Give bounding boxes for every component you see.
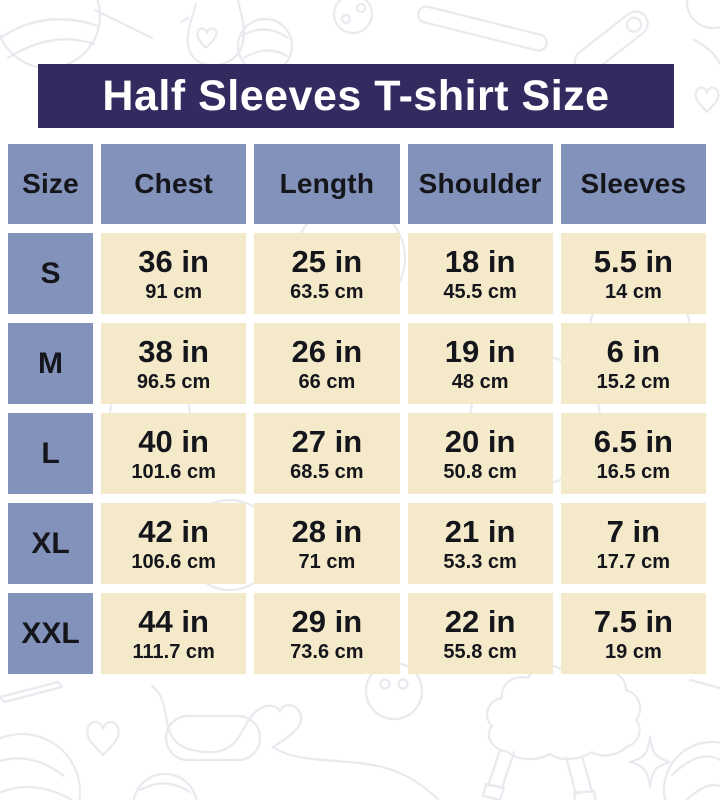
value-cm: 17.7 cm bbox=[596, 550, 671, 573]
sparkle-icon bbox=[628, 735, 672, 789]
size-cell-xxl: XXL bbox=[8, 593, 93, 674]
measurement-cell: 25 in 63.5 cm bbox=[254, 233, 400, 314]
measurement-cell: 7 in 17.7 cm bbox=[560, 503, 706, 584]
measurement-cell: 40 in 101.6 cm bbox=[101, 413, 247, 494]
knitting-needle-icon bbox=[417, 5, 548, 52]
value-inches: 5.5 in bbox=[593, 243, 673, 279]
column-header-shoulder: Shoulder bbox=[407, 144, 553, 224]
page-title: Half Sleeves T-shirt Size bbox=[38, 64, 674, 128]
sheep-icon bbox=[481, 662, 642, 800]
button-icon bbox=[685, 0, 720, 30]
value-inches: 25 in bbox=[291, 243, 363, 279]
measurement-cell: 20 in 50.8 cm bbox=[407, 413, 553, 494]
measurement-cell: 22 in 55.8 cm bbox=[407, 593, 553, 674]
button-icon bbox=[332, 0, 374, 35]
value-cm: 45.5 cm bbox=[443, 280, 517, 303]
value-inches: 6.5 in bbox=[593, 423, 673, 459]
column-header-size: Size bbox=[8, 144, 93, 224]
value-inches: 7 in bbox=[606, 513, 661, 549]
size-table: Size Chest Length Shoulder Sleeves S 36 … bbox=[8, 144, 706, 674]
measurement-cell: 21 in 53.3 cm bbox=[407, 503, 553, 584]
measurement-cell: 6 in 15.2 cm bbox=[560, 323, 706, 404]
spool-icon bbox=[164, 714, 262, 762]
value-cm: 73.6 cm bbox=[290, 640, 364, 663]
value-inches: 22 in bbox=[444, 603, 516, 639]
heart-icon bbox=[86, 721, 120, 757]
yarn-ball-icon bbox=[0, 732, 82, 800]
value-cm: 55.8 cm bbox=[443, 640, 517, 663]
value-cm: 15.2 cm bbox=[596, 370, 671, 393]
measurement-cell: 44 in 111.7 cm bbox=[101, 593, 247, 674]
value-inches: 18 in bbox=[444, 243, 516, 279]
value-cm: 96.5 cm bbox=[136, 370, 211, 393]
value-cm: 19 cm bbox=[605, 640, 662, 663]
measurement-cell: 29 in 73.6 cm bbox=[254, 593, 400, 674]
value-cm: 50.8 cm bbox=[443, 460, 517, 483]
thread-with-heart-loop-icon bbox=[150, 684, 440, 800]
knitting-needle-icon bbox=[0, 680, 64, 704]
value-cm: 16.5 cm bbox=[596, 460, 671, 483]
measurement-cell: 28 in 71 cm bbox=[254, 503, 400, 584]
column-header-length: Length bbox=[254, 144, 400, 224]
measurement-cell: 38 in 96.5 cm bbox=[101, 323, 247, 404]
measurement-cell: 42 in 106.6 cm bbox=[101, 503, 247, 584]
yarn-ball-icon bbox=[132, 772, 198, 800]
heart-icon bbox=[694, 86, 720, 114]
value-cm: 111.7 cm bbox=[132, 640, 215, 663]
value-inches: 38 in bbox=[138, 333, 209, 369]
value-cm: 63.5 cm bbox=[290, 280, 364, 303]
measurement-cell: 18 in 45.5 cm bbox=[407, 233, 553, 314]
value-inches: 6 in bbox=[606, 333, 661, 369]
value-cm: 101.6 cm bbox=[131, 460, 216, 483]
size-cell-m: M bbox=[8, 323, 93, 404]
value-cm: 66 cm bbox=[298, 370, 356, 393]
value-cm: 14 cm bbox=[605, 280, 662, 303]
value-cm: 53.3 cm bbox=[443, 550, 517, 573]
value-inches: 21 in bbox=[444, 513, 516, 549]
measurement-cell: 27 in 68.5 cm bbox=[254, 413, 400, 494]
measurement-cell: 6.5 in 16.5 cm bbox=[560, 413, 706, 494]
measurement-cell: 36 in 91 cm bbox=[101, 233, 247, 314]
measurement-cell: 7.5 in 19 cm bbox=[560, 593, 706, 674]
column-header-sleeves: Sleeves bbox=[560, 144, 706, 224]
yarn-ball-icon bbox=[0, 0, 154, 70]
measurement-cell: 19 in 48 cm bbox=[407, 323, 553, 404]
measurement-cell: 26 in 66 cm bbox=[254, 323, 400, 404]
value-cm: 106.6 cm bbox=[131, 550, 216, 573]
size-cell-s: S bbox=[8, 233, 93, 314]
value-inches: 27 in bbox=[291, 423, 363, 459]
value-inches: 36 in bbox=[138, 243, 209, 279]
yarn-ball-icon bbox=[662, 678, 720, 800]
thread-icon bbox=[692, 38, 720, 66]
size-cell-xl: XL bbox=[8, 503, 93, 584]
value-inches: 19 in bbox=[444, 333, 516, 369]
value-cm: 91 cm bbox=[145, 280, 202, 303]
value-inches: 29 in bbox=[291, 603, 363, 639]
value-inches: 26 in bbox=[291, 333, 363, 369]
size-cell-l: L bbox=[8, 413, 93, 494]
value-inches: 20 in bbox=[444, 423, 516, 459]
value-cm: 48 cm bbox=[451, 370, 509, 393]
value-cm: 68.5 cm bbox=[290, 460, 364, 483]
measurement-cell: 5.5 in 14 cm bbox=[560, 233, 706, 314]
column-header-chest: Chest bbox=[101, 144, 247, 224]
value-inches: 7.5 in bbox=[593, 603, 673, 639]
value-inches: 42 in bbox=[138, 513, 209, 549]
value-inches: 44 in bbox=[138, 603, 209, 639]
value-inches: 28 in bbox=[291, 513, 363, 549]
value-inches: 40 in bbox=[138, 423, 209, 459]
value-cm: 71 cm bbox=[298, 550, 356, 573]
mitten-with-heart-icon bbox=[179, 0, 245, 72]
